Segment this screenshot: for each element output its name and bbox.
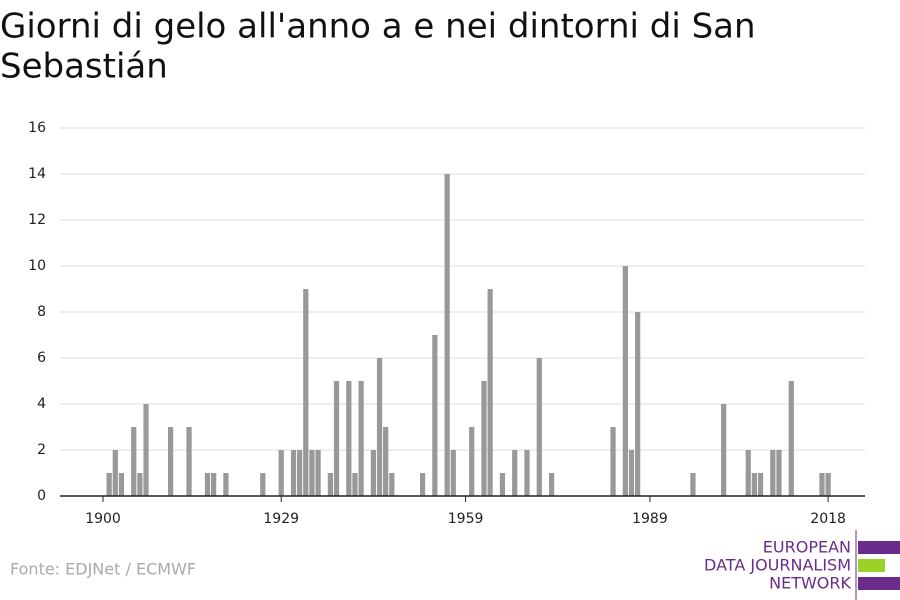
bar [290,450,297,496]
bar [297,450,303,496]
bar [757,473,764,496]
bar [389,473,395,496]
bar [137,473,143,496]
y-tick-label: 6 [37,350,46,366]
bar [776,450,782,496]
bar [444,174,450,496]
bar [635,312,641,496]
bar [309,450,315,496]
bar [450,450,456,496]
bar [112,450,118,496]
y-tick-label: 2 [37,442,46,458]
logo-text: NETWORK [769,574,851,593]
bar [370,450,377,496]
logo-bar [858,577,900,590]
bar [610,427,616,496]
y-tick-label: 12 [28,212,46,228]
bar [512,450,518,496]
bar [303,289,309,496]
logo-text: DATA JOURNALISM [704,556,851,575]
bar [745,450,751,496]
bar [419,473,426,496]
bar [352,473,358,496]
y-tick-label: 16 [28,120,46,136]
x-tick-label: 2018 [810,511,846,527]
bar [548,473,555,496]
bar [487,289,493,496]
bar [628,450,635,496]
x-tick-label: 1929 [263,511,299,527]
bar [143,404,149,496]
bar [260,473,266,496]
bar [825,473,831,496]
bar [819,473,825,496]
bar [788,381,794,496]
bar [211,473,217,496]
source: Fonte: EDJNet / ECMWF [10,560,196,579]
chart-title: Sebastián [0,47,168,87]
bar [499,473,506,496]
bar [481,381,487,496]
bar [315,450,321,496]
bar [333,381,340,496]
y-tick-label: 8 [37,304,46,320]
bar [690,473,696,496]
y-tick-label: 14 [28,166,46,182]
y-tick-label: 10 [28,258,46,274]
bar [536,358,542,496]
bar [751,473,758,496]
bar [358,381,364,496]
bar [118,473,125,496]
logo-bar [858,559,885,572]
bar [327,473,333,496]
x-tick-label: 1989 [632,511,668,527]
bar [106,473,112,496]
logo-bar [858,541,900,554]
y-tick-label: 4 [37,396,46,412]
chart-title: Giorni di gelo all'anno a e nei dintorni… [0,7,756,47]
bar [469,427,475,496]
bar [167,427,174,496]
y-tick-label: 0 [37,488,46,504]
bar [524,450,530,496]
bar [432,335,438,496]
bar [223,473,229,496]
x-tick-label: 1900 [85,511,121,527]
bar [721,404,727,496]
x-tick-label: 1959 [448,511,484,527]
bar [346,381,352,496]
logo-text: EUROPEAN [763,538,851,557]
bar [186,427,192,496]
bar [770,450,776,496]
bar [131,427,137,496]
bar [376,358,383,496]
bar [383,427,389,496]
bar [278,450,284,496]
bar [622,266,628,496]
bar [204,473,211,496]
